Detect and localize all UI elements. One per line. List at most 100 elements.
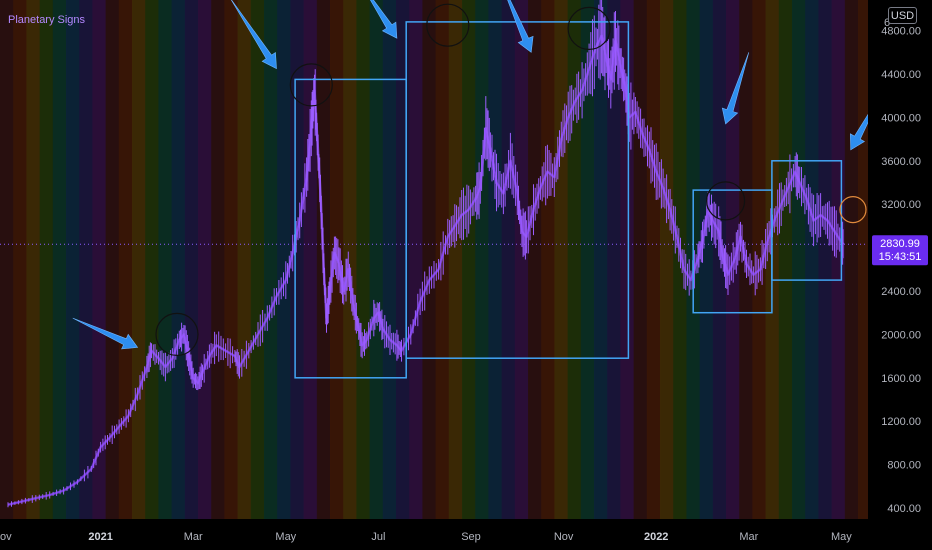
band xyxy=(778,0,793,519)
y-tick-label: 2000.00 xyxy=(881,329,921,341)
range-box xyxy=(771,160,843,281)
band xyxy=(607,0,621,519)
x-axis-pane[interactable] xyxy=(0,519,868,550)
band xyxy=(501,0,516,519)
band xyxy=(844,0,859,519)
band xyxy=(343,0,357,519)
band xyxy=(633,0,648,519)
band xyxy=(290,0,305,519)
band xyxy=(554,0,569,519)
y-tick-label: 4800.00 xyxy=(881,26,921,38)
band xyxy=(594,0,608,519)
x-tick-label: Jul xyxy=(371,531,385,543)
band xyxy=(13,0,27,519)
band xyxy=(52,0,67,519)
band xyxy=(422,0,437,519)
band xyxy=(369,0,384,519)
band xyxy=(26,0,41,519)
highlight-circle xyxy=(426,3,470,47)
y-axis-pane[interactable] xyxy=(868,0,932,550)
highlight-circle xyxy=(567,6,611,50)
highlight-circle xyxy=(289,63,333,107)
band xyxy=(475,0,489,519)
x-tick-label: Nov xyxy=(554,531,574,543)
highlight-circle xyxy=(839,196,867,224)
price-label: 2830.99 xyxy=(880,238,920,250)
band xyxy=(448,0,463,519)
band xyxy=(818,0,833,519)
band xyxy=(158,0,173,519)
band xyxy=(792,0,806,519)
y-tick-label: 3600.00 xyxy=(881,156,921,168)
band xyxy=(462,0,476,519)
band xyxy=(580,0,595,519)
annotation-arrow xyxy=(230,0,277,70)
band xyxy=(660,0,674,519)
band xyxy=(567,0,582,519)
x-tick-label: 2021 xyxy=(88,531,112,543)
band xyxy=(92,0,107,519)
band xyxy=(118,0,133,519)
price-series xyxy=(7,0,845,508)
band xyxy=(132,0,146,519)
band xyxy=(805,0,819,519)
band xyxy=(488,0,503,519)
band xyxy=(184,0,199,519)
band xyxy=(250,0,265,519)
y-tick-label: 6 xyxy=(884,17,890,29)
y-tick-label: 400.00 xyxy=(887,503,921,515)
x-tick-label: Mar xyxy=(739,531,758,543)
band xyxy=(831,0,846,519)
band xyxy=(396,0,410,519)
band xyxy=(79,0,93,519)
y-axis: 400.00 800.00 1200.00 1600.00 2000.00 2400.00… xyxy=(881,17,921,515)
band xyxy=(66,0,80,519)
band xyxy=(699,0,714,519)
annotation-arrow xyxy=(72,317,139,350)
band xyxy=(646,0,661,519)
x-tick-label: Sep xyxy=(461,531,481,543)
band xyxy=(237,0,252,519)
y-tick-label: 4000.00 xyxy=(881,112,921,124)
x-axis: ov 2021 Mar May Jul Sep Nov 2022 Mar May xyxy=(0,531,852,543)
band xyxy=(0,0,14,519)
band xyxy=(224,0,239,519)
band xyxy=(277,0,291,519)
band xyxy=(382,0,397,519)
band xyxy=(356,0,371,519)
y-tick-label: 3200.00 xyxy=(881,199,921,211)
band xyxy=(105,0,120,519)
x-tick-label: May xyxy=(275,531,296,543)
band xyxy=(541,0,555,519)
band xyxy=(145,0,159,519)
highlight-circle xyxy=(705,181,746,221)
band xyxy=(264,0,278,519)
y-tick-label: 800.00 xyxy=(887,460,921,472)
x-tick-label: May xyxy=(831,531,852,543)
y-tick-label: 1600.00 xyxy=(881,373,921,385)
highlight-circles xyxy=(155,3,867,356)
annotation-arrow xyxy=(507,0,534,53)
y-tick-label: 2400.00 xyxy=(881,286,921,298)
band xyxy=(171,0,186,519)
countdown-label: 15:43:51 xyxy=(879,251,922,263)
band xyxy=(211,0,225,519)
y-tick-label: 1200.00 xyxy=(881,416,921,428)
band xyxy=(409,0,423,519)
currency-button[interactable]: USD xyxy=(888,7,917,24)
x-tick-label: 2022 xyxy=(644,531,668,543)
band xyxy=(514,0,529,519)
annotation-arrow xyxy=(721,52,750,125)
x-tick-label: ov xyxy=(0,531,12,543)
band xyxy=(198,0,212,519)
x-tick-label: Mar xyxy=(184,531,203,543)
band xyxy=(39,0,54,519)
highlight-circle xyxy=(155,312,199,356)
band xyxy=(303,0,318,519)
band xyxy=(528,0,542,519)
band xyxy=(752,0,767,519)
annotation-arrow xyxy=(370,0,398,39)
y-tick-label: 4400.00 xyxy=(881,69,921,81)
indicator-title[interactable]: Planetary Signs xyxy=(8,14,86,26)
